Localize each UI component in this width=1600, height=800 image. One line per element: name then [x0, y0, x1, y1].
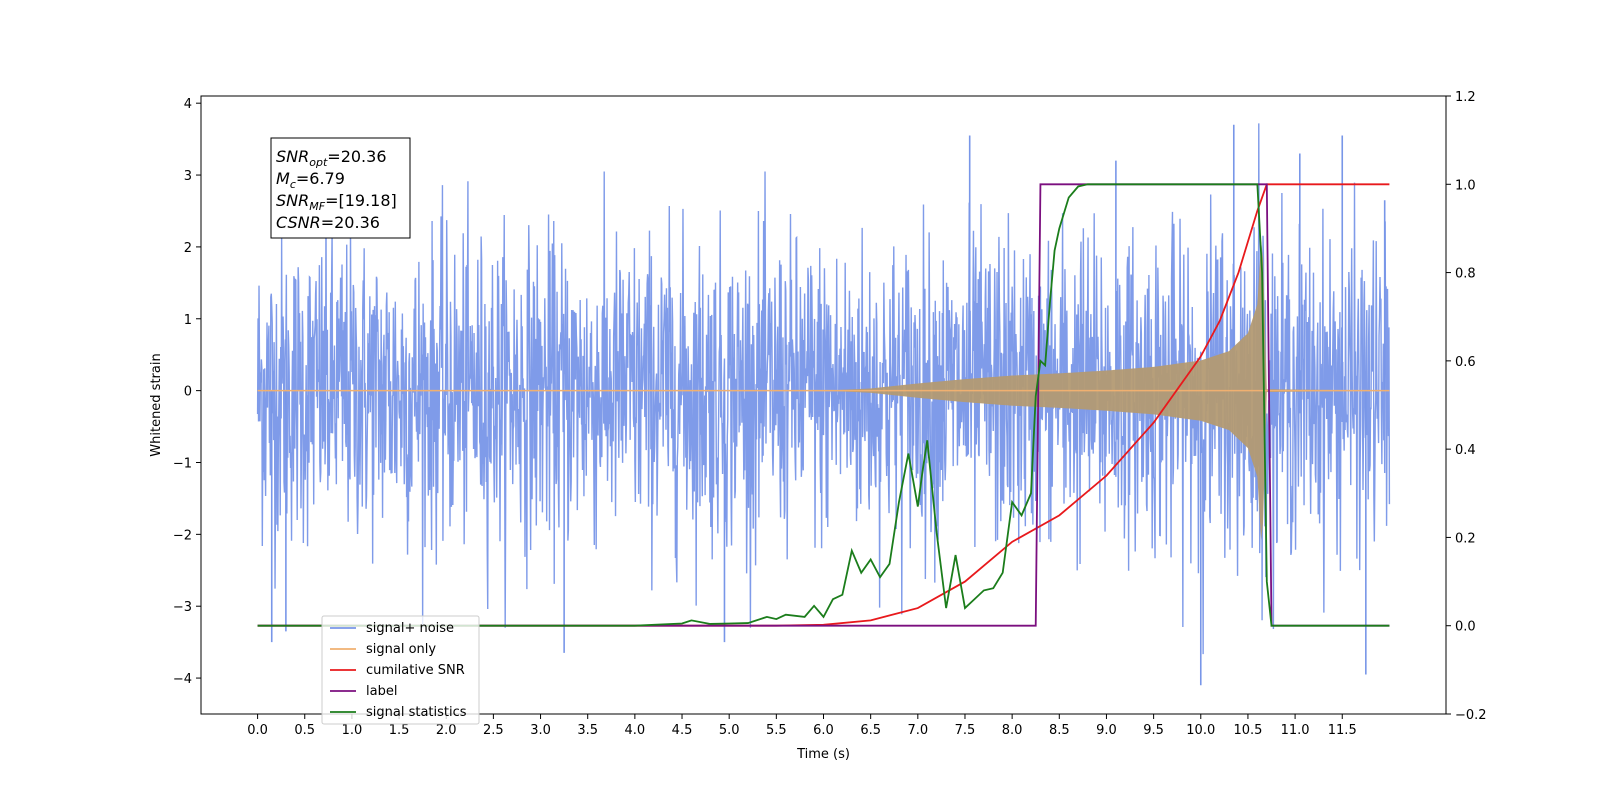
- legend-label: signal+ noise: [366, 621, 454, 636]
- x-tick-label: 9.5: [1143, 723, 1164, 738]
- y-tick-label: −3: [173, 600, 192, 615]
- axes-layer: 0.0 0.5 1.0 1.5 2.0 2.5 3.0 3.5 4.0 4.5 5.0 5.5 6.0 6…: [149, 90, 1487, 762]
- x-tick-label: 11.5: [1328, 723, 1357, 738]
- x-tick-label: 8.0: [1002, 723, 1023, 738]
- x-tick-label: 1.5: [389, 723, 410, 738]
- x-tick-label: 2.0: [436, 723, 457, 738]
- y-tick-label: −2: [173, 528, 192, 543]
- x-tick-label: 1.0: [342, 723, 363, 738]
- x-tick-label: 0.5: [294, 723, 315, 738]
- legend-label: cumilative SNR: [366, 663, 465, 678]
- annotation-box: [270, 137, 411, 239]
- x-tick-label: 6.0: [813, 723, 834, 738]
- series-signal-statistics: [257, 183, 1390, 627]
- x-tick-label: 9.0: [1096, 723, 1117, 738]
- y-tick-label: 0: [184, 385, 192, 400]
- legend-entry: signal only: [330, 642, 436, 657]
- y-tick-label: −4: [173, 672, 192, 687]
- y2-tick-label: 0.2: [1455, 531, 1476, 546]
- x-tick-label: 10.5: [1233, 723, 1262, 738]
- annotation-layer: SNRopt=20.36Mc=6.79SNRMF=[19.18]CSNR=20.…: [270, 137, 411, 239]
- y2-tick-label: 0.6: [1455, 355, 1476, 370]
- y-tick-label: 2: [184, 241, 192, 256]
- x-tick-label: 4.0: [625, 723, 646, 738]
- x-tick-label: 4.5: [672, 723, 693, 738]
- legend-layer: signal+ noise signal only cumilative SNR la…: [321, 615, 480, 725]
- x-tick-label: 5.0: [719, 723, 740, 738]
- y2-tick-label: 1.0: [1455, 178, 1476, 193]
- annotation-line: SNRMF=[19.18]: [276, 191, 397, 213]
- x-tick-label: 8.5: [1049, 723, 1070, 738]
- legend-entry: label: [330, 684, 397, 699]
- x-tick-label: 6.5: [860, 723, 881, 738]
- legend-entry: signal statistics: [330, 705, 467, 720]
- annotation-line: SNRopt=20.36: [276, 147, 387, 169]
- y2-tick-label: 0.8: [1455, 267, 1476, 282]
- x-tick-label: 3.0: [530, 723, 551, 738]
- x-tick-label: 11.0: [1281, 723, 1310, 738]
- x-axis-label: Time (s): [796, 747, 850, 762]
- x-tick-label: 7.0: [907, 723, 928, 738]
- legend-entry: cumilative SNR: [330, 663, 465, 678]
- y2-tick-label: 0.4: [1455, 443, 1476, 458]
- x-tick-label: 7.5: [955, 723, 976, 738]
- y-tick-label: 4: [184, 97, 192, 112]
- legend-label: signal only: [366, 642, 436, 657]
- x-tick-label: 10.0: [1186, 723, 1215, 738]
- series-layer: [256, 123, 1391, 686]
- y-tick-label: 1: [184, 313, 192, 328]
- x-tick-label: 5.5: [766, 723, 787, 738]
- annotation-line: CSNR=20.36: [276, 213, 380, 232]
- y2-tick-label: −0.2: [1455, 708, 1487, 723]
- plot-area: [256, 123, 1391, 686]
- x-tick-label: 3.5: [577, 723, 598, 738]
- legend-label: label: [366, 684, 397, 699]
- legend-entry: signal+ noise: [330, 621, 454, 636]
- y2-tick-label: 1.2: [1455, 90, 1476, 105]
- y-axis-label: Whitened strain: [149, 353, 164, 456]
- annotation-line: Mc=6.79: [276, 169, 345, 191]
- legend-label: signal statistics: [366, 705, 467, 720]
- legend-box: [321, 615, 480, 725]
- series-signal-noise: [256, 123, 1391, 655]
- y-tick-label: 3: [184, 169, 192, 184]
- x-tick-label: 2.5: [483, 723, 504, 738]
- series-cumilative-snr: [257, 183, 1390, 627]
- y2-tick-label: 0.0: [1455, 620, 1476, 635]
- x-tick-label: 0.0: [247, 723, 268, 738]
- y-tick-label: −1: [173, 456, 192, 471]
